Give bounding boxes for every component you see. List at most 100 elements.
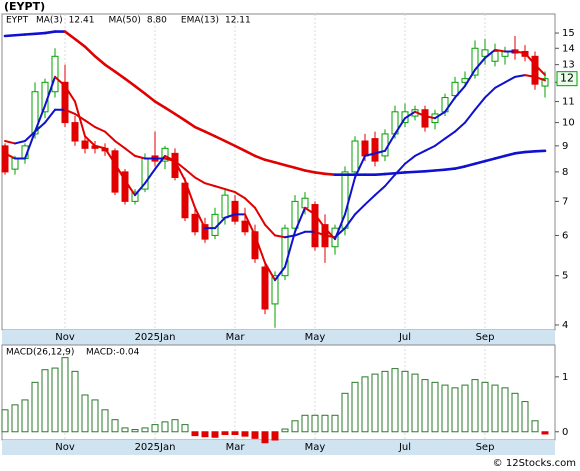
indicator-line: [173, 112, 187, 122]
histogram-bar: [1, 409, 9, 433]
indicator-line: [483, 157, 497, 163]
histogram-bar: [531, 420, 539, 433]
candle-body: [541, 78, 549, 87]
indicator-line: [124, 147, 136, 157]
histogram-bar: [31, 381, 39, 433]
indicator-line: [534, 63, 546, 76]
candle-body: [361, 140, 369, 157]
histogram-bar: [171, 419, 179, 433]
indicator-line: [444, 130, 456, 140]
y-tick-label: 11: [562, 97, 575, 108]
histogram-bar: [461, 384, 469, 433]
histogram-bar: [421, 379, 429, 433]
indicator-line: [494, 81, 506, 89]
indicator-line: [313, 171, 327, 176]
y-tick-label: 14: [562, 43, 575, 54]
indicator-line: [163, 106, 177, 116]
indicator-line: [433, 168, 447, 172]
indicator-line: [194, 206, 206, 230]
legend-label: EMA(13): [181, 16, 219, 26]
histogram-bar: [481, 381, 489, 433]
indicator-line: [403, 170, 417, 174]
indicator-line: [4, 140, 16, 145]
indicator-line: [524, 74, 536, 78]
indicator-line: [454, 121, 466, 133]
indicator-line: [34, 121, 46, 133]
candle-body: [471, 47, 479, 76]
indicator-line: [443, 167, 457, 171]
indicator-line: [494, 48, 506, 53]
histogram-bar: [101, 409, 109, 433]
indicator-line: [234, 191, 246, 200]
indicator-line: [324, 234, 336, 239]
indicator-line: [164, 157, 176, 163]
candle-body: [11, 157, 19, 170]
histogram-bar: [361, 376, 369, 433]
y-tick-label: 1: [562, 372, 568, 383]
indicator-line: [514, 74, 526, 78]
indicator-line: [94, 126, 106, 133]
indicator-line: [323, 172, 337, 176]
indicator-line: [503, 152, 517, 158]
indicator-line: [304, 206, 316, 216]
indicator-line: [344, 213, 356, 230]
footer: © 12Stocks.com: [493, 458, 576, 469]
histogram-bar: [111, 419, 119, 433]
indicator-line: [314, 213, 326, 230]
indicator-line: [104, 130, 116, 143]
candle-body: [231, 200, 239, 222]
candle-body: [281, 227, 289, 277]
indicator-line: [523, 150, 537, 154]
y-tick-label: 8: [562, 167, 568, 178]
indicator-line: [274, 266, 286, 282]
histogram-bar: [251, 431, 259, 439]
indicator-line: [374, 185, 386, 197]
candle-body: [491, 50, 499, 62]
candle-body: [131, 191, 139, 202]
indicator-line: [244, 213, 256, 237]
y-tick-label: 6: [562, 230, 568, 241]
indicator-line: [193, 125, 207, 133]
x-tick-label: Nov: [55, 442, 75, 453]
indicator-line: [404, 110, 416, 120]
histogram-bar: [291, 420, 299, 433]
candle-body: [371, 138, 379, 162]
macd-title: MACD(26,12,9): [6, 348, 74, 358]
candle-body: [381, 133, 389, 157]
indicator-line: [43, 30, 57, 35]
indicator-line: [133, 84, 147, 95]
indicator-line: [414, 149, 426, 157]
histogram-bar: [131, 429, 139, 433]
indicator-line: [464, 68, 476, 88]
x-tick-label: 2025Jan: [135, 442, 176, 453]
histogram-bar: [331, 414, 339, 433]
histogram-bar: [151, 424, 159, 433]
y-tick-label: 5: [562, 271, 568, 282]
candle-body: [531, 55, 539, 85]
indicator-line: [493, 154, 507, 160]
indicator-line: [383, 171, 397, 176]
indicator-line: [204, 182, 216, 188]
histogram-bar: [451, 387, 459, 433]
candle-body: [61, 81, 69, 124]
histogram-bar: [61, 357, 69, 433]
candle-body: [351, 140, 359, 173]
indicator-line: [384, 173, 396, 188]
indicator-line: [134, 154, 146, 160]
indicator-line: [64, 108, 76, 115]
indicator-line: [424, 144, 436, 152]
indicator-line: [124, 179, 136, 197]
indicator-line: [44, 75, 56, 107]
candle-body: [271, 275, 279, 305]
indicator-line: [293, 166, 307, 172]
indicator-line: [184, 179, 196, 209]
price-label: 12: [560, 72, 574, 85]
indicator-line: [123, 77, 137, 88]
candle-body: [291, 200, 299, 229]
x-tick-label: May: [305, 442, 326, 453]
indicator-line: [74, 112, 86, 122]
candle-body: [221, 194, 229, 219]
histogram-bar: [81, 394, 89, 433]
indicator-line: [114, 162, 126, 182]
